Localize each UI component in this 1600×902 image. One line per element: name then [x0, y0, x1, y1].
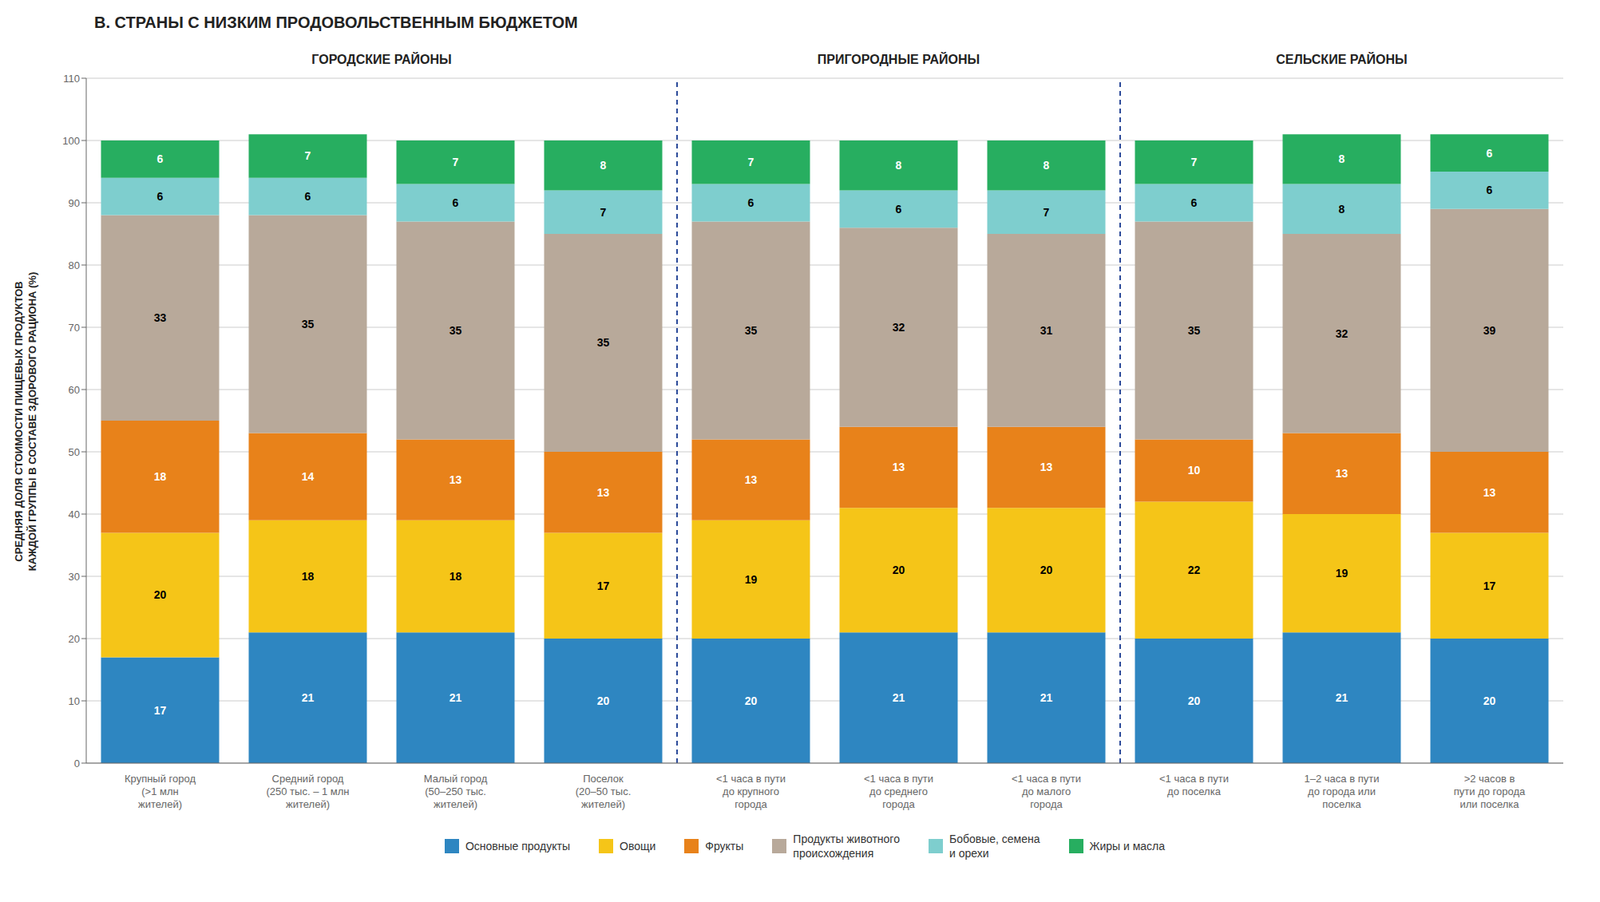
svg-text:90: 90 [68, 197, 80, 210]
svg-text:22: 22 [1188, 563, 1201, 577]
svg-text:<1 часа в путидо поселка: <1 часа в путидо поселка [1159, 772, 1229, 798]
svg-text:70: 70 [68, 321, 80, 334]
svg-text:13: 13 [744, 473, 758, 487]
svg-text:1–2 часа в путидо города илипо: 1–2 часа в путидо города илипоселка [1304, 772, 1380, 811]
svg-text:20: 20 [1188, 694, 1201, 708]
svg-text:6: 6 [748, 196, 755, 210]
svg-text:17: 17 [1483, 579, 1497, 593]
svg-text:13: 13 [892, 460, 906, 474]
svg-text:7: 7 [748, 155, 755, 169]
svg-text:20: 20 [68, 633, 80, 646]
svg-text:21: 21 [1040, 691, 1054, 705]
svg-text:31: 31 [1040, 324, 1054, 337]
svg-text:7: 7 [304, 149, 312, 163]
svg-text:35: 35 [744, 324, 758, 337]
svg-text:6: 6 [895, 202, 903, 216]
svg-text:20: 20 [744, 694, 758, 708]
svg-text:32: 32 [1335, 327, 1349, 341]
html-text:Основные продукты: Основные продукты [465, 839, 571, 853]
svg-text:20: 20 [1040, 563, 1054, 577]
svg-text:21: 21 [449, 691, 463, 705]
svg-text:ГОРОДСКИЕ РАЙОНЫ: ГОРОДСКИЕ РАЙОНЫ [311, 51, 452, 67]
svg-text:8: 8 [1338, 152, 1346, 166]
svg-text:6: 6 [1486, 146, 1494, 160]
svg-text:<1 часа в путидо крупногогород: <1 часа в путидо крупногогорода [716, 772, 786, 811]
svg-text:14: 14 [301, 470, 315, 484]
svg-text:8: 8 [1043, 158, 1050, 172]
svg-text:18: 18 [154, 470, 167, 484]
svg-text:35: 35 [301, 317, 315, 331]
svg-text:21: 21 [301, 691, 315, 705]
svg-text:6: 6 [157, 152, 164, 166]
svg-text:35: 35 [449, 324, 463, 337]
svg-text:19: 19 [1335, 566, 1349, 580]
svg-text:10: 10 [1188, 463, 1201, 477]
svg-text:13: 13 [1335, 467, 1349, 480]
svg-text:110: 110 [63, 72, 80, 85]
svg-text:8: 8 [1338, 202, 1346, 216]
svg-text:80: 80 [68, 259, 80, 272]
html-text:Продукты животного происхожден: Продукты животного происхождения [793, 832, 900, 860]
svg-text:13: 13 [1040, 460, 1054, 474]
svg-text:6: 6 [452, 196, 460, 210]
svg-text:35: 35 [1188, 324, 1201, 337]
svg-text:0: 0 [74, 757, 80, 770]
svg-text:<1 часа в путидо малогогорода: <1 часа в путидо малогогорода [1011, 772, 1082, 811]
html-text:В. СТРАНЫ С НИЗКИМ ПРОДОВОЛЬСТ: В. СТРАНЫ С НИЗКИМ ПРОДОВОЛЬСТВЕННЫМ БЮД… [94, 13, 578, 32]
svg-text:33: 33 [154, 311, 167, 325]
svg-text:19: 19 [744, 573, 758, 587]
svg-text:6: 6 [304, 190, 312, 203]
svg-text:7: 7 [1191, 155, 1198, 169]
svg-text:13: 13 [449, 473, 463, 487]
svg-text:60: 60 [68, 384, 80, 397]
svg-text:39: 39 [1483, 324, 1497, 337]
svg-text:13: 13 [597, 486, 610, 500]
svg-text:7: 7 [1043, 205, 1050, 219]
svg-text:35: 35 [597, 336, 610, 349]
svg-text:Крупный город(>1 млнжителей): Крупный город(>1 млнжителей) [124, 772, 196, 811]
svg-text:40: 40 [68, 508, 80, 521]
svg-text:ПРИГОРОДНЫЕ РАЙОНЫ: ПРИГОРОДНЫЕ РАЙОНЫ [817, 51, 980, 67]
svg-text:20: 20 [597, 694, 610, 708]
svg-text:20: 20 [892, 563, 906, 577]
html-text:Бобовые, семена и орехи: Бобовые, семена и орехи [949, 832, 1040, 860]
html-text:СРЕДНЯЯ ДОЛЯ СТОИМОСТИ ПИЩЕВЫХ: СРЕДНЯЯ ДОЛЯ СТОИМОСТИ ПИЩЕВЫХ ПРОДУКТОВ… [12, 272, 39, 572]
svg-text:>2 часов впути до городаили по: >2 часов впути до городаили поселка [1453, 772, 1526, 811]
svg-text:20: 20 [1483, 694, 1497, 708]
svg-text:100: 100 [62, 134, 80, 147]
svg-text:30: 30 [68, 570, 80, 583]
svg-text:7: 7 [452, 155, 460, 169]
svg-text:50: 50 [68, 446, 80, 459]
svg-text:<1 часа в путидо среднегогород: <1 часа в путидо среднегогорода [863, 772, 934, 811]
svg-text:18: 18 [449, 570, 463, 583]
svg-text:21: 21 [1335, 691, 1349, 705]
svg-text:20: 20 [154, 588, 167, 602]
html-text:Овощи: Овощи [619, 839, 656, 853]
svg-text:СЕЛЬСКИЕ РАЙОНЫ: СЕЛЬСКИЕ РАЙОНЫ [1275, 51, 1407, 67]
svg-text:6: 6 [1486, 183, 1494, 197]
svg-text:Малый город(50–250 тыс.жителей: Малый город(50–250 тыс.жителей) [423, 772, 488, 811]
svg-text:Средний город(250 тыс. – 1 млн: Средний город(250 тыс. – 1 млнжителей) [265, 772, 349, 811]
svg-text:6: 6 [157, 190, 164, 203]
html-text:Жиры и масла: Жиры и масла [1089, 839, 1165, 853]
svg-text:Поселок(20–50 тыс.жителей): Поселок(20–50 тыс.жителей) [575, 772, 632, 811]
html-text:Фрукты: Фрукты [705, 839, 744, 853]
svg-text:32: 32 [892, 320, 906, 334]
svg-text:7: 7 [600, 205, 607, 219]
svg-text:8: 8 [600, 158, 607, 172]
svg-text:17: 17 [154, 704, 167, 717]
svg-text:21: 21 [892, 691, 906, 705]
svg-text:10: 10 [68, 695, 80, 708]
svg-text:6: 6 [1191, 196, 1198, 210]
svg-text:13: 13 [1483, 486, 1497, 500]
svg-text:18: 18 [301, 570, 315, 583]
svg-text:17: 17 [597, 579, 610, 593]
svg-text:8: 8 [895, 158, 903, 172]
